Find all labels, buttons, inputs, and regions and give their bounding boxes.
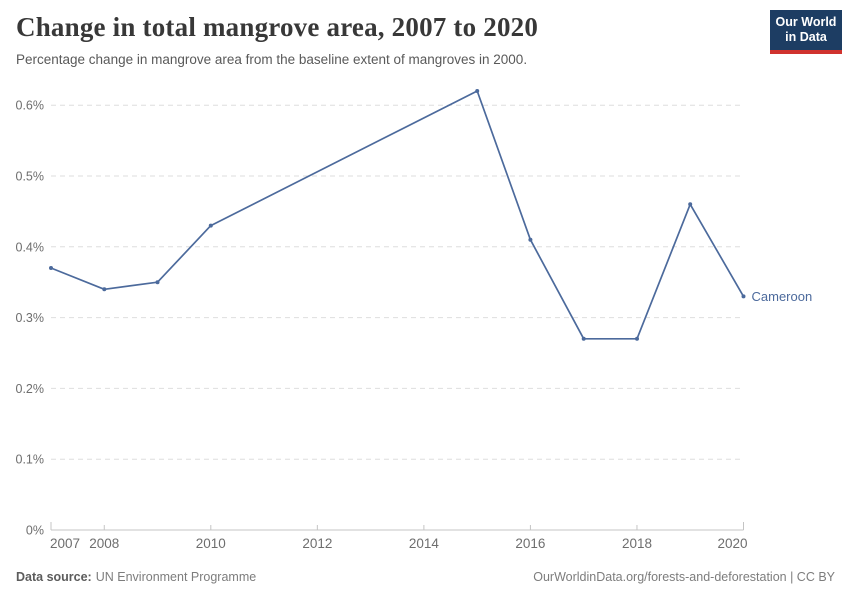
owid-logo-line2: in Data — [785, 30, 827, 44]
y-tick-label: 0.4% — [16, 240, 45, 254]
y-tick-label: 0% — [26, 524, 44, 538]
x-tick-label: 2012 — [302, 536, 332, 551]
x-tick-label: 2010 — [196, 536, 226, 551]
y-tick-label: 0.5% — [16, 170, 45, 184]
data-point[interactable] — [208, 223, 213, 228]
x-tick-label: 2007 — [50, 536, 80, 551]
data-point[interactable] — [102, 287, 107, 292]
data-point[interactable] — [635, 336, 639, 341]
x-tick-label: 2008 — [89, 536, 119, 551]
page-title: Change in total mangrove area, 2007 to 2… — [16, 12, 539, 42]
data-point[interactable] — [475, 89, 480, 93]
data-source-text: UN Environment Programme — [95, 570, 257, 584]
data-source-label: Data source: — [16, 570, 92, 584]
data-point[interactable] — [741, 294, 746, 299]
y-tick-label: 0.6% — [16, 99, 45, 113]
data-point[interactable] — [49, 266, 53, 270]
owid-logo: Our World in Data — [770, 10, 842, 54]
owid-logo-line1: Our World — [775, 14, 837, 29]
page-subtitle: Percentage change in mangrove area from … — [16, 52, 528, 67]
chart-footer: Data source: UN Environment Programme Our… — [16, 570, 835, 584]
x-tick-label: 2018 — [622, 536, 652, 551]
x-tick-label: 2020 — [717, 536, 747, 551]
data-point[interactable] — [528, 237, 533, 242]
credit-link[interactable]: OurWorldinData.org/forests-and-deforesta… — [533, 570, 835, 584]
series-label[interactable]: Cameroon — [752, 289, 813, 304]
y-tick-label: 0.3% — [16, 311, 45, 325]
data-line[interactable] — [50, 90, 745, 340]
data-point[interactable] — [581, 336, 586, 341]
data-point[interactable] — [688, 202, 693, 207]
data-point[interactable] — [155, 280, 160, 285]
data-source-note: Data source: UN Environment Programme — [16, 570, 256, 584]
y-tick-label: 0.1% — [16, 453, 45, 467]
y-tick-label: 0.2% — [16, 382, 45, 396]
x-tick-label: 2014 — [409, 536, 440, 551]
x-tick-label: 2016 — [515, 536, 545, 551]
